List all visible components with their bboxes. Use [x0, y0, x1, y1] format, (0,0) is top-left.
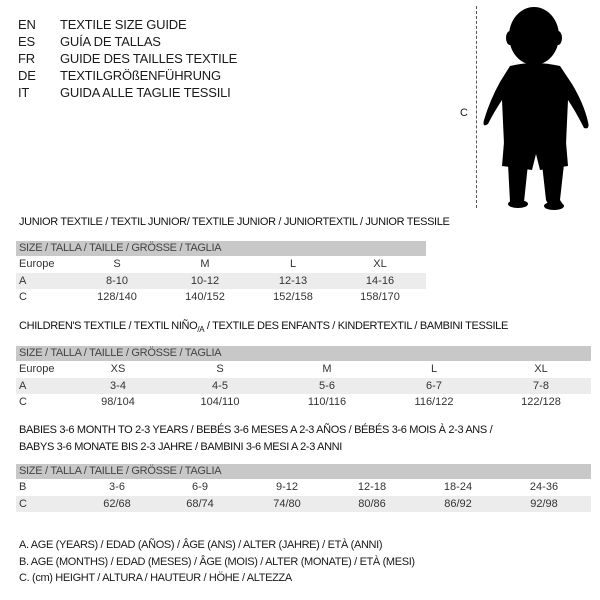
table-row: C 62/68 68/74 74/80 80/86 86/92 92/98: [16, 495, 591, 512]
table-cell: 6-7: [426, 379, 442, 392]
table-cell: 110/116: [307, 396, 347, 408]
table-cell: S: [216, 363, 224, 375]
babies-size-table: SIZE / TALLA / TAILLE / GRÖSSE / TAGLIA …: [16, 464, 591, 512]
table-cell: 3-4: [110, 379, 126, 392]
height-measure-label: C: [460, 107, 468, 119]
lang-de: DE TEXTILGRÖßENFÜHRUNG: [18, 67, 221, 84]
table-cell: 74/80: [273, 497, 301, 510]
legend-b: B. AGE (MONTHS) / EDAD (MESES) / ÂGE (MO…: [19, 556, 415, 568]
table-header: SIZE / TALLA / TAILLE / GRÖSSE / TAGLIA: [16, 464, 591, 479]
table-cell: 98/104: [101, 396, 135, 408]
table-cell: L: [289, 258, 297, 270]
lang-fr: FR GUIDE DES TAILLES TEXTILE: [18, 50, 237, 67]
table-cell: 80/86: [358, 497, 386, 510]
row-label: C: [19, 396, 27, 408]
table-cell: 158/170: [360, 291, 400, 303]
table-row: Europe XS S M L XL: [16, 361, 591, 378]
table-cell: S: [113, 258, 121, 270]
table-cell: XL: [373, 258, 387, 270]
table-cell: 86/92: [444, 497, 472, 510]
table-cell: XS: [110, 363, 126, 375]
lang-label: TEXTILE SIZE GUIDE: [60, 17, 187, 32]
row-label: C: [19, 497, 27, 510]
table-cell: M: [322, 363, 332, 375]
table-cell: 9-12: [275, 481, 299, 493]
babies-section-title-line1: BABIES 3-6 MONTH TO 2-3 YEARS / BEBÉS 3-…: [19, 424, 493, 436]
junior-section-title: JUNIOR TEXTILE / TEXTIL JUNIOR/ TEXTILE …: [19, 216, 450, 228]
table-cell: 92/98: [530, 497, 558, 510]
table-cell: 152/158: [273, 291, 313, 303]
babies-section-title-line2: BABYS 3-6 MONATE BIS 2-3 JAHRE / BAMBINI…: [19, 441, 342, 453]
lang-label: TEXTILGRÖßENFÜHRUNG: [60, 68, 221, 83]
row-label: B: [19, 481, 27, 493]
junior-size-table: SIZE / TALLA / TAILLE / GRÖSSE / TAGLIA …: [16, 241, 426, 306]
table-row: A 8-10 10-12 12-13 14-16: [16, 272, 426, 289]
table-row: C 128/140 140/152 152/158 158/170: [16, 289, 426, 306]
lang-code: IT: [18, 85, 30, 100]
lang-label: GUIDE DES TAILLES TEXTILE: [60, 51, 238, 66]
lang-code: ES: [18, 34, 35, 49]
table-cell: 12-13: [278, 274, 308, 287]
lang-code: DE: [18, 68, 36, 83]
table-cell: 5-6: [319, 379, 335, 392]
table-cell: 128/140: [97, 291, 137, 303]
legend-a: A. AGE (YEARS) / EDAD (AÑOS) / ÂGE (ANS)…: [19, 539, 383, 551]
row-label: Europe: [19, 363, 55, 375]
table-cell: XL: [534, 363, 548, 375]
lang-code: EN: [18, 17, 36, 32]
lang-code: FR: [18, 51, 35, 66]
table-cell: 68/74: [186, 497, 214, 510]
table-row: A 3-4 4-5 5-6 6-7 7-8: [16, 377, 591, 394]
child-silhouette-icon: [483, 7, 589, 210]
lang-it: IT GUIDA ALLE TAGLIE TESSILI: [18, 84, 231, 101]
lang-es: ES GUÍA DE TALLAS: [18, 33, 161, 50]
table-cell: 3-6: [109, 481, 125, 493]
table-cell: 122/128: [521, 396, 561, 408]
table-cell: 116/122: [414, 396, 454, 408]
height-measure-line: [476, 6, 477, 208]
row-label: A: [19, 379, 27, 392]
row-label: Europe: [19, 258, 55, 270]
table-cell: 104/110: [200, 396, 240, 408]
table-cell: L: [430, 363, 438, 375]
table-row: C 98/104 104/110 110/116 116/122 122/128: [16, 394, 591, 411]
row-label: C: [19, 291, 27, 303]
children-size-table: SIZE / TALLA / TAILLE / GRÖSSE / TAGLIA …: [16, 346, 591, 411]
table-row: Europe S M L XL: [16, 256, 426, 273]
table-row: B 3-6 6-9 9-12 12-18 18-24 24-36: [16, 479, 591, 496]
lang-en: EN TEXTILE SIZE GUIDE: [18, 16, 187, 33]
table-cell: 4-5: [212, 379, 228, 392]
table-cell: 6-9: [192, 481, 208, 493]
legend-c: C. (cm) HEIGHT / ALTURA / HAUTEUR / HÖHE…: [19, 572, 292, 584]
table-cell: M: [200, 258, 210, 270]
table-cell: 18-24: [443, 481, 473, 493]
table-cell: 24-36: [529, 481, 559, 493]
children-section-title: CHILDREN'S TEXTILE / TEXTIL NIÑO/A / TEX…: [19, 320, 508, 335]
table-cell: 7-8: [533, 379, 549, 392]
table-cell: 10-12: [190, 274, 220, 287]
table-header: SIZE / TALLA / TAILLE / GRÖSSE / TAGLIA: [16, 241, 426, 256]
table-cell: 62/68: [103, 497, 131, 510]
table-cell: 140/152: [185, 291, 225, 303]
table-cell: 12-18: [357, 481, 387, 493]
table-header: SIZE / TALLA / TAILLE / GRÖSSE / TAGLIA: [16, 346, 591, 361]
lang-label: GUÍA DE TALLAS: [60, 34, 161, 49]
row-label: A: [19, 274, 27, 287]
table-cell: 8-10: [105, 274, 129, 287]
table-cell: 14-16: [365, 274, 395, 287]
lang-label: GUIDA ALLE TAGLIE TESSILI: [60, 85, 231, 100]
